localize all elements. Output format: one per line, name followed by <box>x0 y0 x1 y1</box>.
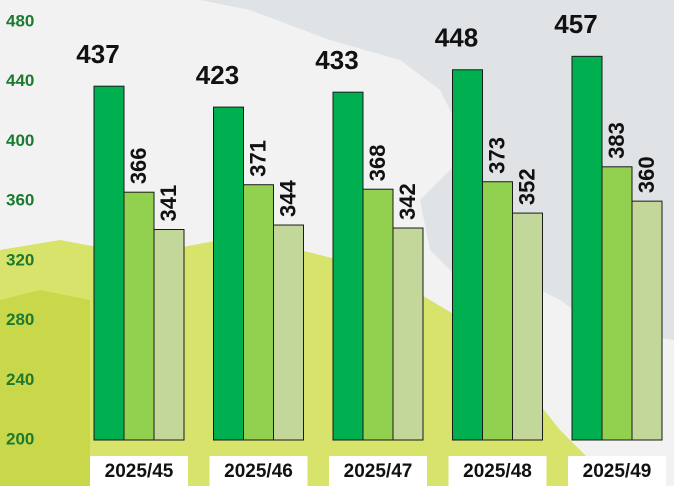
x-tick-label: 2025/47 <box>344 461 413 482</box>
value-label: 373 <box>484 137 509 174</box>
bar <box>243 184 274 441</box>
category-label-box <box>448 456 547 486</box>
y-tick-label: 480 <box>6 11 34 30</box>
y-tick-label: 440 <box>6 71 34 90</box>
bar <box>512 212 543 441</box>
value-label: 341 <box>156 185 181 222</box>
x-tick-label: 2025/45 <box>105 461 174 482</box>
bar <box>571 55 603 441</box>
bar <box>93 85 125 441</box>
value-label: 457 <box>554 9 597 39</box>
bar <box>153 229 185 441</box>
category-label-box <box>329 456 427 486</box>
bar <box>213 106 244 441</box>
value-label: 448 <box>435 23 478 53</box>
value-label: 437 <box>76 39 119 69</box>
x-tick-label: 2025/48 <box>463 461 532 482</box>
y-tick-label: 200 <box>6 429 34 448</box>
y-tick-label: 320 <box>6 250 34 269</box>
category-label-box <box>568 456 666 486</box>
value-label: 342 <box>395 183 420 220</box>
value-label: 360 <box>634 156 659 193</box>
map-land <box>0 290 90 486</box>
bar <box>273 224 304 441</box>
value-label: 352 <box>514 168 539 205</box>
bar <box>631 200 663 441</box>
x-tick-label: 2025/46 <box>224 461 293 482</box>
category-label-box <box>90 456 188 486</box>
value-label: 344 <box>275 180 300 217</box>
map-region <box>200 0 674 340</box>
bar <box>392 227 424 441</box>
value-label: 423 <box>196 60 239 90</box>
value-label: 368 <box>365 144 390 181</box>
bar <box>362 188 394 441</box>
bar <box>601 166 633 441</box>
x-tick-label: 2025/49 <box>583 461 652 482</box>
value-label: 371 <box>245 140 270 177</box>
y-tick-label: 280 <box>6 310 34 329</box>
y-tick-label: 360 <box>6 191 34 210</box>
bar <box>123 191 155 441</box>
bar <box>332 91 364 441</box>
y-tick-label: 240 <box>6 370 34 389</box>
y-tick-label: 400 <box>6 131 34 150</box>
value-label: 433 <box>315 45 358 75</box>
value-label: 383 <box>604 122 629 159</box>
bar <box>452 69 483 441</box>
category-label-box <box>209 456 308 486</box>
value-label: 366 <box>126 147 151 184</box>
bar <box>482 181 513 441</box>
